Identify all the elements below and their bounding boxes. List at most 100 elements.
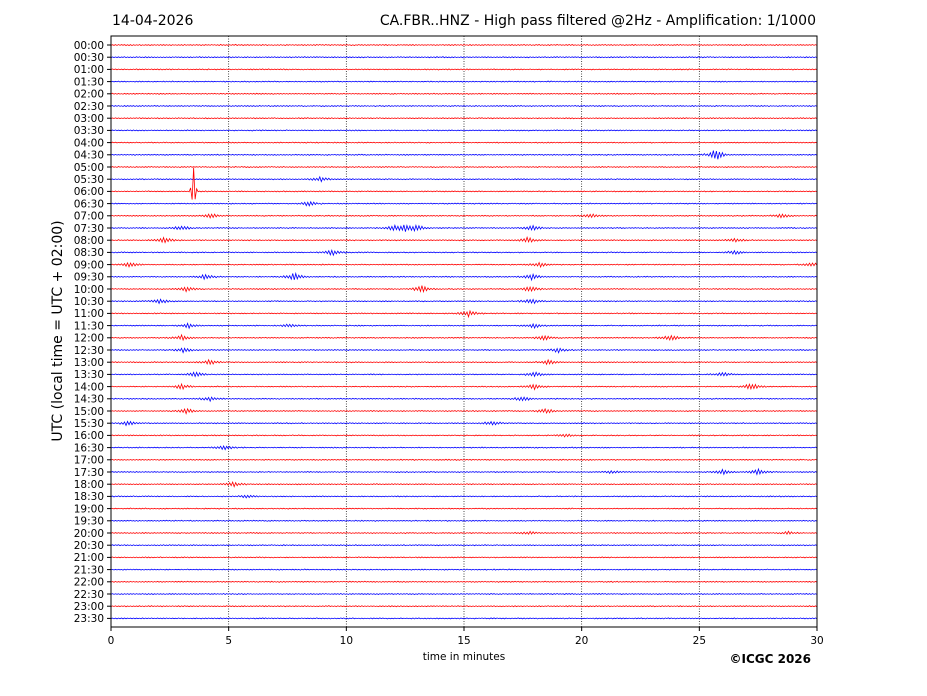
y-tick-label: 19:00 — [74, 503, 104, 515]
seismic-trace-1800 — [110, 480, 818, 488]
y-tick-label: 04:30 — [74, 150, 104, 162]
y-tick-label: 13:30 — [74, 369, 104, 381]
seismic-trace-2000 — [110, 530, 818, 536]
chart-date: 14-04-2026 — [112, 13, 193, 29]
y-tick-label: 17:00 — [74, 455, 104, 467]
x-tick-label: 30 — [810, 635, 823, 647]
y-tick-label: 09:00 — [74, 259, 104, 271]
y-tick-label: 15:30 — [74, 418, 104, 430]
x-tick-label: 20 — [575, 635, 588, 647]
seismic-trace-1730 — [110, 467, 818, 476]
x-tick-label: 15 — [457, 635, 470, 647]
y-tick-label: 07:30 — [74, 223, 104, 235]
y-tick-label: 04:00 — [74, 137, 104, 149]
y-tick-label: 17:30 — [74, 467, 104, 479]
y-tick-label: 14:30 — [74, 394, 104, 406]
y-ticks: 00:0000:3001:0001:3002:0002:3003:0003:30… — [74, 40, 111, 625]
y-axis-label: UTC (local time = UTC + 02:00) — [50, 220, 66, 441]
copyright-label: ©ICGC 2026 — [729, 652, 811, 666]
y-tick-label: 11:30 — [74, 320, 104, 332]
y-tick-label: 22:30 — [74, 589, 104, 601]
seismic-trace-0830 — [110, 248, 818, 257]
x-tick-label: 10 — [340, 635, 353, 647]
seismic-trace-2230 — [110, 592, 818, 596]
y-tick-label: 12:30 — [74, 345, 104, 357]
seismic-trace-0600 — [110, 167, 818, 200]
seismic-trace-0230 — [110, 104, 818, 108]
y-tick-label: 08:30 — [74, 247, 104, 259]
seismic-trace-2300 — [110, 605, 818, 608]
seismic-trace-0330 — [110, 129, 818, 132]
seismic-trace-2200 — [110, 580, 818, 583]
chart-title: CA.FBR..HNZ - High pass filtered @2Hz - … — [380, 13, 816, 29]
y-tick-label: 03:00 — [74, 113, 104, 125]
y-tick-label: 15:00 — [74, 406, 104, 418]
seismic-trace-1400 — [110, 382, 818, 391]
seismic-trace-1700 — [110, 458, 818, 461]
seismic-trace-1930 — [110, 519, 818, 522]
y-tick-label: 18:30 — [74, 491, 104, 503]
y-tick-label: 14:00 — [74, 381, 104, 393]
y-tick-label: 18:00 — [74, 479, 104, 491]
seismic-trace-1600 — [110, 433, 818, 438]
y-tick-label: 21:30 — [74, 564, 104, 576]
x-tick-label: 25 — [693, 635, 706, 647]
y-tick-label: 10:30 — [74, 296, 104, 308]
seismic-trace-1630 — [110, 445, 818, 451]
seismic-trace-0030 — [110, 56, 818, 59]
seismic-trace-2100 — [110, 556, 818, 559]
traces-layer — [110, 43, 818, 620]
y-tick-label: 08:00 — [74, 235, 104, 247]
seismic-trace-0430 — [110, 150, 818, 160]
seismic-trace-0100 — [110, 68, 818, 71]
y-tick-label: 07:00 — [74, 211, 104, 223]
y-tick-label: 01:00 — [74, 64, 104, 76]
seismic-trace-1830 — [110, 494, 818, 499]
seismic-trace-0400 — [110, 141, 818, 144]
y-tick-label: 20:00 — [74, 528, 104, 540]
y-tick-label: 05:00 — [74, 162, 104, 174]
y-tick-label: 02:30 — [74, 101, 104, 113]
seismic-trace-0200 — [110, 92, 818, 95]
y-tick-label: 01:30 — [74, 76, 104, 88]
seismic-trace-0700 — [110, 213, 818, 219]
seismic-trace-0730 — [110, 223, 818, 233]
y-tick-label: 11:00 — [74, 308, 104, 320]
seismic-trace-0000 — [110, 43, 818, 47]
y-tick-label: 22:00 — [74, 577, 104, 589]
y-tick-label: 19:30 — [74, 516, 104, 528]
seismic-trace-0900 — [110, 261, 818, 269]
seismic-trace-2130 — [110, 568, 818, 571]
y-tick-label: 21:00 — [74, 552, 104, 564]
y-tick-label: 20:30 — [74, 540, 104, 552]
y-tick-label: 06:30 — [74, 198, 104, 210]
y-tick-label: 13:00 — [74, 357, 104, 369]
seismic-trace-1030 — [110, 298, 818, 305]
seismic-trace-1200 — [110, 333, 818, 342]
y-tick-label: 16:30 — [74, 442, 104, 454]
seismic-trace-1900 — [110, 507, 818, 510]
seismic-trace-2330 — [110, 617, 818, 620]
grid-layer — [228, 36, 700, 627]
x-ticks: 0 5 10 15 20 25 30 — [108, 627, 824, 647]
seismic-trace-1500 — [110, 407, 818, 415]
y-tick-label: 10:00 — [74, 284, 104, 296]
x-axis-label: time in minutes — [423, 651, 505, 663]
seismic-trace-1130 — [110, 322, 818, 330]
y-tick-label: 23:00 — [74, 601, 104, 613]
plot-frame — [110, 35, 818, 628]
seismic-trace-0630 — [110, 200, 818, 207]
seismic-trace-1230 — [110, 347, 818, 354]
seismic-trace-1100 — [110, 309, 818, 319]
y-tick-label: 16:00 — [74, 430, 104, 442]
seismic-trace-0930 — [110, 271, 818, 282]
y-tick-label: 05:30 — [74, 174, 104, 186]
y-tick-label: 12:00 — [74, 333, 104, 345]
seismic-trace-1330 — [110, 371, 818, 378]
seismic-trace-0800 — [110, 236, 818, 244]
seismic-trace-0300 — [110, 117, 818, 120]
seismic-trace-1430 — [110, 396, 818, 403]
y-tick-label: 02:00 — [74, 89, 104, 101]
y-tick-label: 09:30 — [74, 272, 104, 284]
